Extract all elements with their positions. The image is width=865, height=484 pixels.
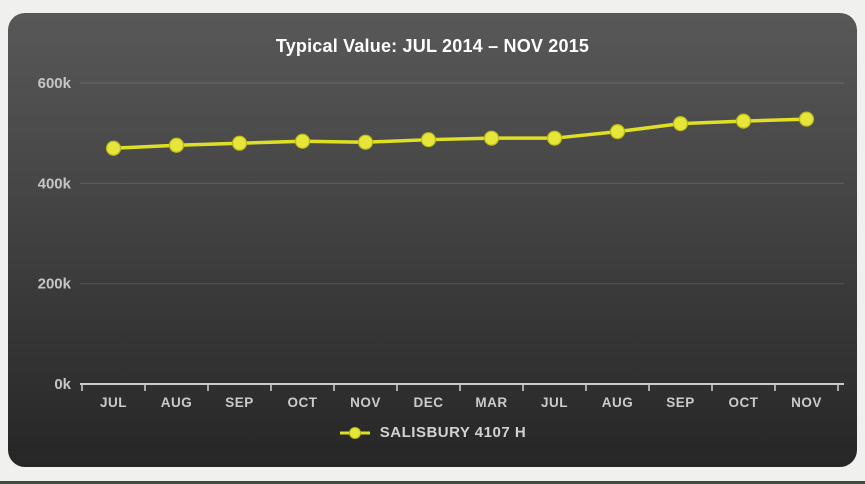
legend-line-marker-icon — [339, 426, 371, 440]
data-point-marker — [420, 132, 437, 148]
chart-title: Typical Value: JUL 2014 – NOV 2015 — [275, 36, 590, 56]
chart-panel — [8, 13, 857, 467]
x-axis-category-label: AUG — [602, 395, 634, 410]
bottom-edge-bar — [0, 481, 865, 484]
x-axis-category-label: AUG — [161, 395, 193, 410]
y-axis-tick-label: 600k — [38, 75, 72, 92]
x-axis-category-label: DEC — [413, 395, 443, 410]
data-point-marker — [105, 140, 122, 156]
data-point-marker — [546, 130, 563, 146]
x-axis-category-label: JUL — [100, 395, 127, 410]
data-point-marker — [357, 134, 374, 150]
x-axis-category-label: NOV — [350, 395, 381, 410]
legend-marker-dot — [348, 426, 361, 439]
y-axis-tick-label: 0k — [54, 376, 71, 393]
data-point-marker — [168, 137, 185, 153]
data-point-marker — [294, 133, 311, 149]
data-point-marker — [231, 135, 248, 151]
series-line — [111, 117, 809, 150]
data-point-marker — [672, 116, 689, 132]
data-point-marker — [798, 111, 815, 127]
legend: SALISBURY 4107 H — [0, 424, 865, 441]
x-axis-category-label: MAR — [475, 395, 507, 410]
x-axis-category-label: OCT — [729, 395, 759, 410]
legend-series-label: SALISBURY 4107 H — [379, 424, 527, 441]
x-axis-category-label: JUL — [541, 395, 568, 410]
y-axis-tick-label: 400k — [38, 175, 72, 192]
data-point-marker — [483, 130, 500, 146]
x-axis-category-label: OCT — [288, 395, 318, 410]
x-axis-category-label: NOV — [791, 395, 822, 410]
x-axis-category-label: SEP — [666, 395, 695, 410]
data-point-marker — [609, 124, 626, 140]
x-axis-category-label: SEP — [225, 395, 254, 410]
data-point-marker — [735, 113, 752, 129]
y-axis-tick-label: 200k — [38, 276, 72, 293]
